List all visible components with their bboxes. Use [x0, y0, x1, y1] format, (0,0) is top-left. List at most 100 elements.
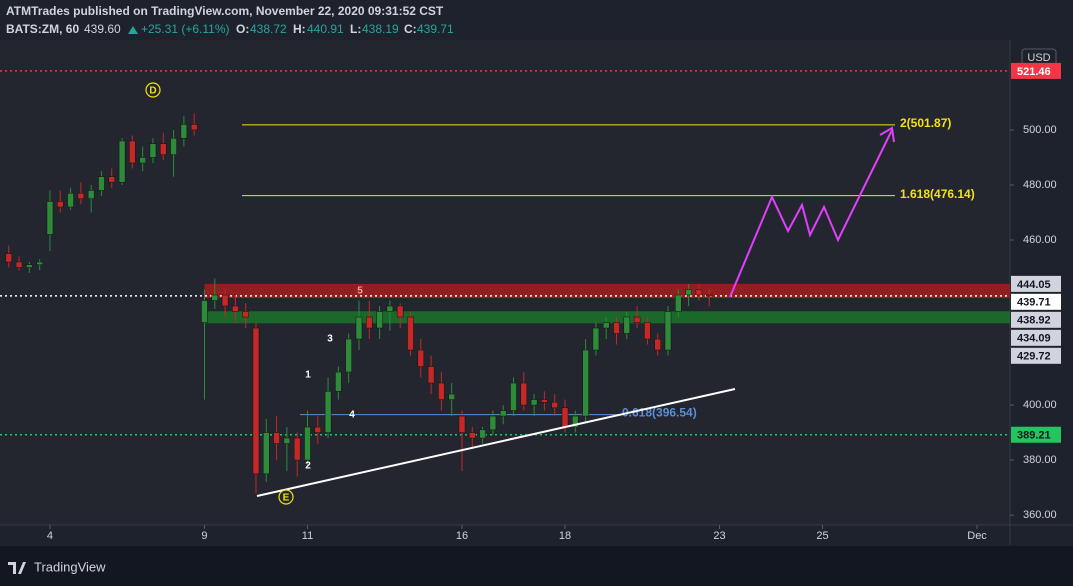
candle-body — [479, 429, 486, 439]
open-label: O: — [236, 22, 249, 36]
candle-body — [510, 382, 517, 411]
candle-body — [98, 176, 105, 191]
candle-body — [149, 143, 157, 158]
y-tick-label: 360.00 — [1023, 509, 1057, 521]
candle-body — [304, 426, 311, 461]
trendline — [256, 388, 736, 497]
candle-body — [376, 311, 383, 329]
price-label-box — [1011, 275, 1061, 292]
price-label-box — [1011, 347, 1061, 364]
wave-label: D — [149, 86, 156, 97]
x-tick-label: Dec — [967, 530, 987, 542]
candle-body — [685, 289, 692, 296]
candle-body — [499, 410, 507, 417]
candle-body — [221, 294, 229, 307]
y-tick-label: 380.00 — [1023, 454, 1057, 466]
candle-body — [602, 322, 610, 329]
candle-body — [242, 311, 249, 318]
fib-label: 2(501.87) — [900, 116, 951, 130]
candle-body — [36, 261, 43, 266]
price-label-box — [1011, 426, 1061, 443]
candle-body — [26, 264, 33, 268]
candle-body — [458, 415, 466, 433]
candle-body — [582, 349, 589, 417]
candle-body — [572, 415, 579, 428]
price-label: 439.71 — [1017, 297, 1051, 309]
candle-body — [118, 140, 126, 183]
candle-body — [67, 192, 74, 208]
candle-body — [613, 322, 620, 334]
x-tick-label: 25 — [816, 530, 828, 542]
zone — [204, 311, 1010, 324]
candle-body — [386, 305, 394, 312]
high-label: H: — [293, 22, 306, 36]
y-tick-label: 400.00 — [1023, 399, 1057, 411]
candle-body — [675, 294, 682, 312]
wave-label: 3 — [327, 334, 333, 345]
wave-circle — [145, 82, 161, 98]
candle-body — [283, 437, 291, 444]
candle-body — [695, 289, 703, 296]
candle-body — [129, 140, 136, 164]
currency: USD — [1027, 52, 1050, 64]
candle-body — [15, 261, 23, 268]
candle-body — [366, 316, 373, 329]
wave-circle — [278, 489, 294, 505]
y-tick-label: 480.00 — [1023, 179, 1057, 191]
candle-body — [448, 393, 455, 400]
wave-label: E — [283, 493, 290, 504]
header: ATMTrades published on TradingView.com, … — [6, 4, 454, 36]
zone — [204, 283, 1010, 298]
x-tick-label: 4 — [47, 530, 53, 542]
publisher: ATMTrades published on TradingView.com, … — [6, 4, 444, 18]
candle-body — [252, 327, 260, 475]
last-price: 439.60 — [84, 22, 121, 36]
candle-body — [633, 316, 641, 323]
wave-label: 4 — [349, 410, 355, 421]
candle-body — [314, 426, 322, 433]
candle-body — [705, 294, 713, 297]
price-label: 429.72 — [1017, 351, 1051, 363]
fib-label: 1.618(476.14) — [900, 187, 975, 201]
candle-body — [644, 322, 651, 340]
candle-body — [87, 190, 95, 199]
candle-body — [438, 382, 445, 400]
candle-body — [623, 316, 631, 334]
price-label-box — [1011, 62, 1061, 79]
candle-body — [561, 407, 569, 428]
projection-path — [729, 129, 893, 298]
plot-area — [0, 40, 1010, 525]
candle-body — [489, 415, 497, 431]
candle-body — [190, 124, 198, 131]
candle-body — [139, 157, 146, 164]
candle-body — [417, 349, 425, 367]
wave-label: 2 — [305, 461, 311, 472]
low-label: L: — [350, 22, 361, 36]
candle-body — [355, 316, 363, 340]
candle-body — [46, 201, 54, 235]
candle-body — [232, 305, 239, 312]
x-tick-label: 16 — [456, 530, 468, 542]
close: 439.71 — [417, 22, 454, 36]
price-label-box — [1011, 311, 1061, 328]
close-label: C: — [404, 22, 417, 36]
change: +25.31 (+6.11%) — [141, 22, 230, 36]
candle-body — [469, 432, 476, 439]
candle-body — [180, 124, 188, 139]
footer-bar — [0, 546, 1073, 586]
wave-label: 5 — [357, 286, 363, 297]
candle-body — [5, 253, 13, 263]
y-tick-label: 460.00 — [1023, 234, 1057, 246]
candle-body — [530, 399, 538, 406]
footer-logo: TradingView — [8, 559, 106, 574]
price-label: 444.05 — [1017, 279, 1051, 291]
price-label: 434.09 — [1017, 333, 1051, 345]
wave-label: 1 — [305, 370, 311, 381]
candle-body — [324, 391, 332, 433]
up-arrow — [128, 26, 138, 34]
candle-body — [427, 366, 435, 384]
x-tick-label: 18 — [559, 530, 571, 542]
price-label-box — [1011, 293, 1061, 310]
candle-body — [541, 399, 548, 403]
price-label-box — [1011, 329, 1061, 346]
